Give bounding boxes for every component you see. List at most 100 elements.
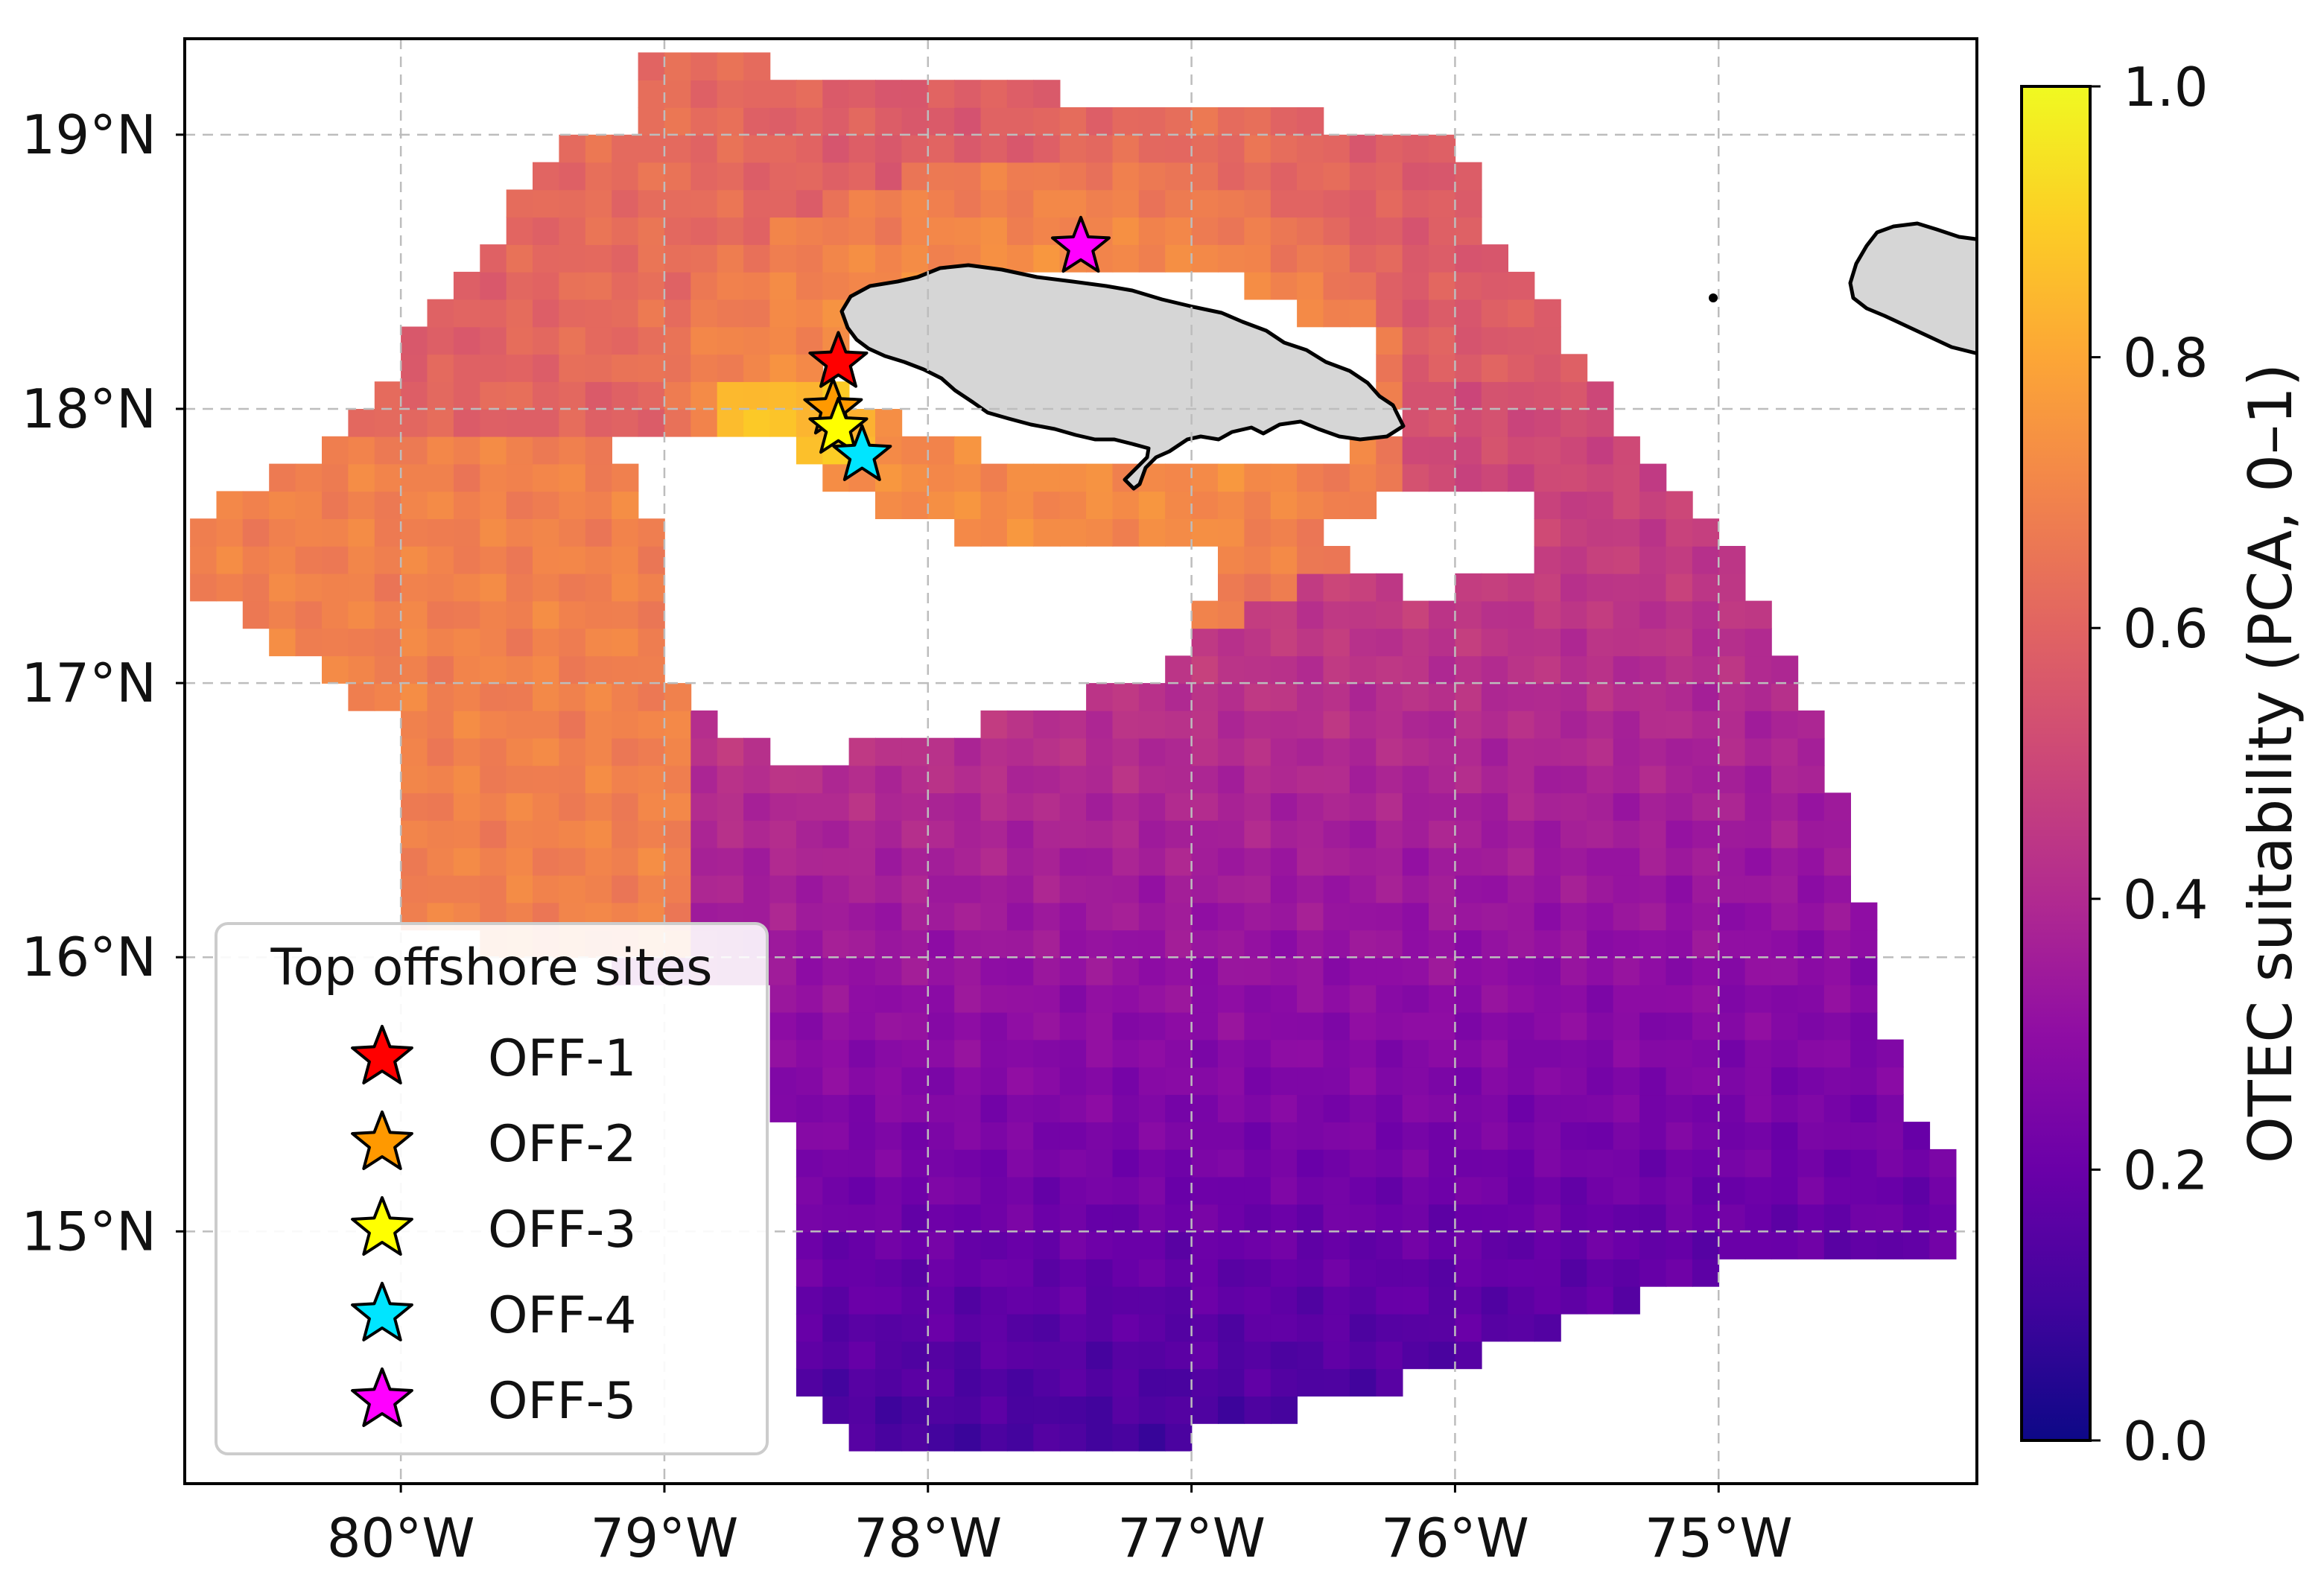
grid-cell xyxy=(954,1286,982,1315)
grid-cell xyxy=(1191,930,1219,958)
grid-cell xyxy=(1297,737,1324,766)
grid-cell xyxy=(1323,1148,1350,1178)
grid-cell xyxy=(1191,957,1219,985)
grid-cell xyxy=(1376,162,1403,191)
grid-cell xyxy=(1534,710,1561,739)
grid-cell xyxy=(1639,710,1667,739)
grid-cell xyxy=(1244,1396,1271,1424)
grid-cell xyxy=(1244,1231,1271,1259)
grid-cell xyxy=(1429,463,1456,492)
grid-cell xyxy=(1508,463,1535,492)
grid-cell xyxy=(848,792,876,821)
grid-cell xyxy=(585,820,612,848)
grid-cell xyxy=(401,628,428,657)
legend-marker-off-1 xyxy=(351,1025,413,1084)
grid-cell xyxy=(585,189,612,218)
grid-cell xyxy=(1587,874,1614,903)
grid-cell xyxy=(1165,463,1193,492)
grid-cell xyxy=(1376,1259,1403,1287)
grid-cell xyxy=(1508,1231,1535,1259)
grid-cell xyxy=(1006,491,1035,519)
grid-cell xyxy=(1297,299,1324,328)
grid-cell xyxy=(1244,848,1271,876)
grid-cell xyxy=(664,189,692,218)
lat-tick-label: 16°N xyxy=(22,926,156,988)
grid-cell xyxy=(743,271,771,300)
grid-cell xyxy=(453,737,481,766)
grid-cell xyxy=(1508,1313,1535,1342)
grid-cell xyxy=(480,710,507,739)
grid-cell xyxy=(1771,1176,1799,1205)
grid-cell xyxy=(1323,710,1350,739)
grid-cell xyxy=(875,1286,903,1315)
grid-cell xyxy=(1165,1204,1193,1233)
grid-cell xyxy=(1086,463,1114,492)
grid-cell xyxy=(1006,463,1035,492)
grid-cell xyxy=(1402,1341,1429,1370)
grid-cell xyxy=(1771,1039,1799,1068)
grid-cell xyxy=(875,1423,903,1452)
grid-cell xyxy=(1402,134,1429,163)
grid-cell xyxy=(1376,765,1403,794)
grid-cell xyxy=(1112,792,1140,821)
grid-cell xyxy=(1349,573,1377,602)
grid-cell xyxy=(1165,1313,1193,1342)
grid-cell xyxy=(1297,655,1324,684)
hispaniola-landmass xyxy=(1848,221,1977,355)
grid-cell xyxy=(1561,1011,1588,1040)
grid-cell xyxy=(1402,930,1429,958)
grid-cell xyxy=(1218,820,1245,848)
grid-cell xyxy=(585,848,612,876)
grid-cell xyxy=(1850,1148,1878,1178)
grid-cell xyxy=(1006,1286,1035,1315)
grid-cell xyxy=(1429,1067,1456,1096)
grid-cell xyxy=(1639,518,1667,547)
grid-cell xyxy=(796,189,824,218)
grid-cell xyxy=(506,299,533,328)
grid-cell xyxy=(980,1176,1008,1205)
grid-cell xyxy=(1244,874,1271,903)
grid-cell xyxy=(559,792,586,821)
longitude-axis: 80°W 79°W 78°W 77°W 76°W 75°W xyxy=(327,1484,1793,1569)
grid-cell xyxy=(664,874,692,903)
grid-cell xyxy=(1744,737,1772,766)
grid-cell xyxy=(427,463,454,492)
grid-cell xyxy=(585,409,612,437)
grid-cell xyxy=(1455,737,1482,766)
grid-cell xyxy=(1613,985,1640,1013)
grid-cell xyxy=(638,107,665,136)
grid-cell xyxy=(1349,628,1377,657)
grid-cell xyxy=(1455,1176,1482,1205)
grid-cell xyxy=(875,162,903,191)
grid-cell xyxy=(612,546,639,574)
grid-cell xyxy=(1744,765,1772,794)
grid-cell xyxy=(927,820,955,848)
grid-cell xyxy=(1138,162,1166,191)
grid-cell xyxy=(453,628,481,657)
grid-cell xyxy=(664,162,692,191)
grid-cell xyxy=(954,436,982,465)
grid-cell xyxy=(980,792,1008,821)
grid-cell xyxy=(1429,848,1456,876)
grid-cell xyxy=(1561,655,1588,684)
grid-cell xyxy=(1744,1176,1772,1205)
grid-cell xyxy=(1165,107,1193,136)
grid-cell xyxy=(1402,1039,1429,1068)
grid-cell xyxy=(1771,737,1799,766)
grid-cell xyxy=(1323,134,1350,163)
grid-cell xyxy=(822,189,850,218)
grid-cell xyxy=(1059,848,1087,876)
grid-cell xyxy=(927,792,955,821)
grid-cell xyxy=(1059,1011,1087,1040)
grid-cell xyxy=(822,1231,850,1259)
grid-cell xyxy=(1244,162,1271,191)
grid-cell xyxy=(1771,930,1799,958)
grid-cell xyxy=(1587,930,1614,958)
grid-cell xyxy=(638,271,665,300)
grid-cell xyxy=(427,518,454,547)
grid-cell xyxy=(1429,1094,1456,1122)
grid-cell xyxy=(1402,902,1429,931)
grid-cell xyxy=(1718,710,1746,739)
grid-cell xyxy=(1086,1204,1114,1233)
